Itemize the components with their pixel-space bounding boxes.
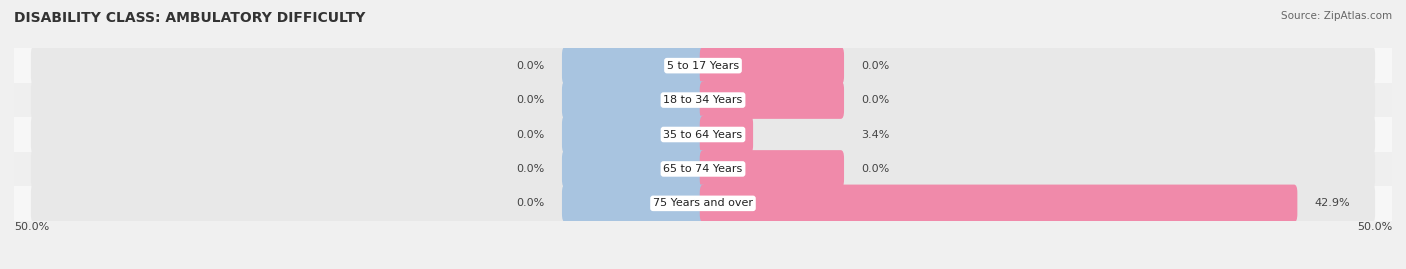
FancyBboxPatch shape (562, 81, 706, 119)
FancyBboxPatch shape (31, 183, 1375, 224)
Text: DISABILITY CLASS: AMBULATORY DIFFICULTY: DISABILITY CLASS: AMBULATORY DIFFICULTY (14, 11, 366, 25)
FancyBboxPatch shape (700, 81, 844, 119)
Text: 0.0%: 0.0% (516, 61, 544, 71)
FancyBboxPatch shape (700, 150, 844, 188)
Text: 0.0%: 0.0% (862, 95, 890, 105)
FancyBboxPatch shape (562, 116, 706, 153)
Text: 5 to 17 Years: 5 to 17 Years (666, 61, 740, 71)
Text: 18 to 34 Years: 18 to 34 Years (664, 95, 742, 105)
Bar (14, 152, 1392, 186)
Bar (14, 48, 1392, 83)
Text: 75 Years and over: 75 Years and over (652, 198, 754, 208)
Text: 35 to 64 Years: 35 to 64 Years (664, 129, 742, 140)
FancyBboxPatch shape (31, 80, 1375, 120)
FancyBboxPatch shape (562, 150, 706, 188)
FancyBboxPatch shape (31, 149, 1375, 189)
FancyBboxPatch shape (700, 47, 844, 84)
FancyBboxPatch shape (562, 185, 706, 222)
Legend: Male, Female: Male, Female (641, 268, 765, 269)
Text: 3.4%: 3.4% (862, 129, 890, 140)
Text: 0.0%: 0.0% (862, 61, 890, 71)
Text: 0.0%: 0.0% (862, 164, 890, 174)
Bar (14, 186, 1392, 221)
Text: Source: ZipAtlas.com: Source: ZipAtlas.com (1281, 11, 1392, 21)
FancyBboxPatch shape (562, 47, 706, 84)
Text: 65 to 74 Years: 65 to 74 Years (664, 164, 742, 174)
Text: 50.0%: 50.0% (14, 222, 49, 232)
Text: 42.9%: 42.9% (1315, 198, 1350, 208)
FancyBboxPatch shape (31, 114, 1375, 155)
Text: 0.0%: 0.0% (516, 95, 544, 105)
FancyBboxPatch shape (700, 116, 754, 153)
FancyBboxPatch shape (700, 185, 1298, 222)
Text: 0.0%: 0.0% (516, 129, 544, 140)
Text: 0.0%: 0.0% (516, 164, 544, 174)
FancyBboxPatch shape (31, 45, 1375, 86)
Bar (14, 83, 1392, 117)
Text: 50.0%: 50.0% (1357, 222, 1392, 232)
Bar (14, 117, 1392, 152)
Text: 0.0%: 0.0% (516, 198, 544, 208)
